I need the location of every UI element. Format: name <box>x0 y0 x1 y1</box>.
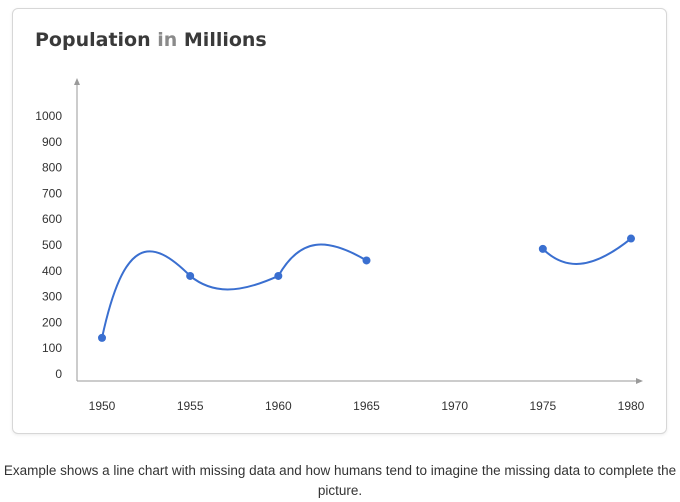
x-axis-arrow <box>636 378 643 384</box>
y-tick-label: 100 <box>42 341 62 355</box>
series-line <box>542 237 632 265</box>
y-tick-label: 200 <box>42 315 62 329</box>
y-tick-label: 0 <box>55 367 62 381</box>
y-axis-arrow <box>74 78 80 85</box>
chart-card: Population in Millions <box>12 8 667 434</box>
title-part-3: Millions <box>177 29 267 51</box>
title-part-2: in <box>157 29 178 51</box>
y-tick-label: 900 <box>42 135 62 149</box>
chart-title: Population in Millions <box>35 29 267 51</box>
line-chart: 0 100 200 300 400 500 600 700 800 900 1000 1950 1955… <box>35 78 645 413</box>
data-point <box>186 271 195 280</box>
series <box>98 234 635 342</box>
y-tick-label: 400 <box>42 264 62 278</box>
axes <box>74 78 643 384</box>
x-tick-label: 1965 <box>353 399 380 413</box>
figure-caption: Example shows a line chart with missing … <box>3 463 677 498</box>
y-tick-label: 300 <box>42 290 62 304</box>
y-tick-label: 500 <box>42 238 62 252</box>
y-tick-label: 800 <box>42 161 62 175</box>
x-tick-label: 1955 <box>177 399 204 413</box>
y-tick-label: 600 <box>42 212 62 226</box>
tick-labels: 0 100 200 300 400 500 600 700 800 900 1000 1950 1955… <box>35 109 644 413</box>
x-tick-label: 1960 <box>265 399 292 413</box>
x-tick-label: 1975 <box>529 399 556 413</box>
x-tick-label: 1970 <box>441 399 468 413</box>
data-point <box>627 234 635 243</box>
title-part-1: Population <box>35 29 158 51</box>
series-line <box>101 243 368 339</box>
data-point <box>98 333 106 342</box>
data-point <box>362 256 371 265</box>
y-tick-label: 700 <box>42 186 62 200</box>
y-tick-label: 1000 <box>35 109 62 123</box>
data-point <box>274 271 283 280</box>
data-point <box>538 244 547 253</box>
x-tick-label: 1980 <box>618 399 645 413</box>
x-tick-label: 1950 <box>89 399 116 413</box>
